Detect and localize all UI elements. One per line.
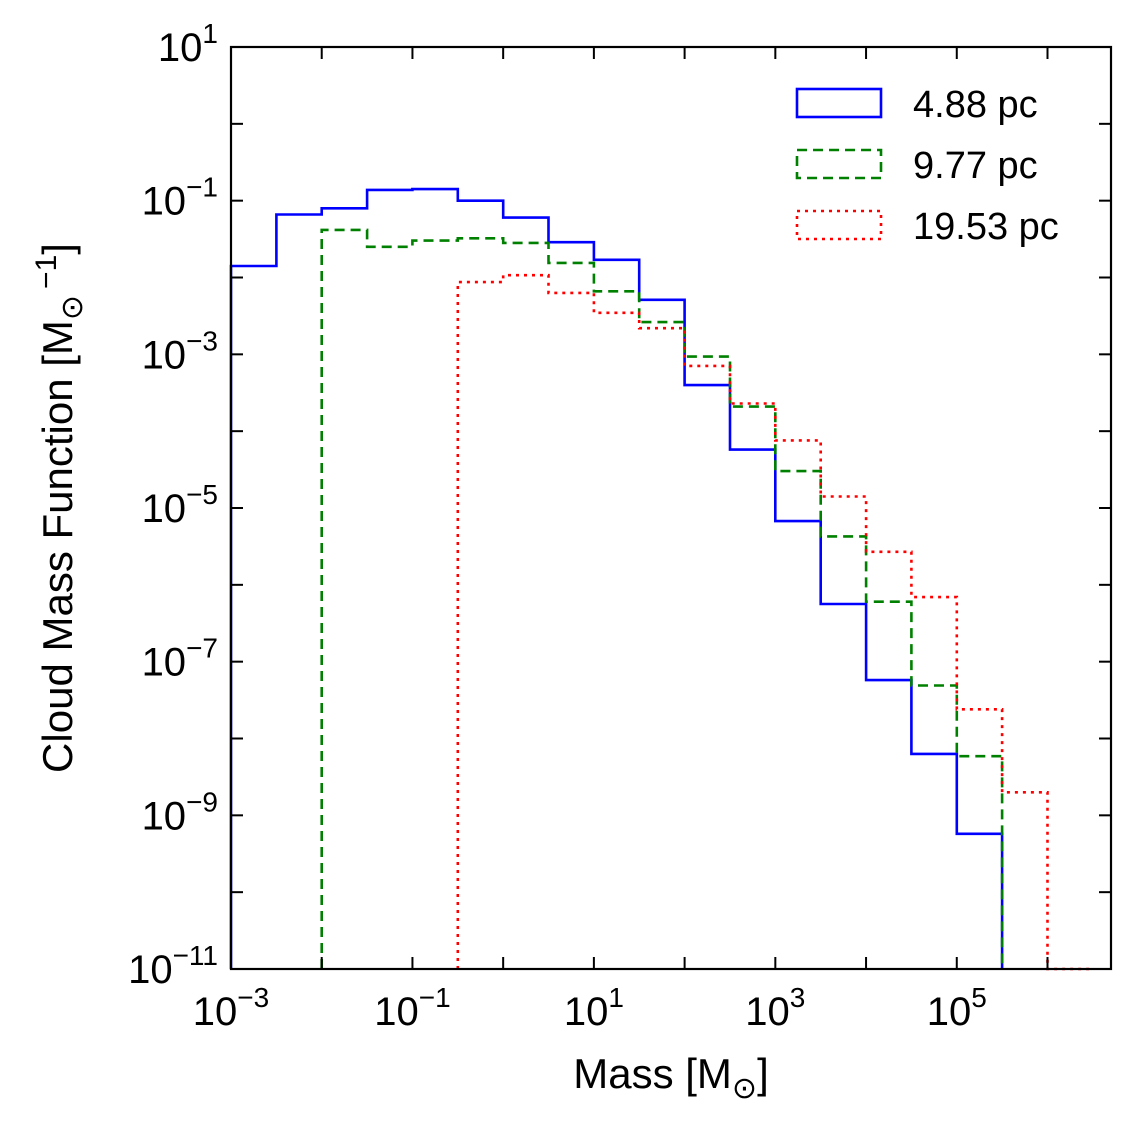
x-tick-label: 105 [927,982,987,1034]
series-19.53-pc [456,273,1093,971]
x-axis-label: Mass [M⊙] [573,1050,768,1105]
x-tick-label: 10−1 [374,982,450,1034]
legend-entry: 19.53 pc [795,206,1059,248]
legend-entry: 4.88 pc [795,84,1038,126]
y-tick-label: 10−11 [128,940,218,992]
legend-label: 4.88 pc [913,84,1038,126]
series-9.77-pc [320,228,1004,969]
series-layer [229,187,1093,971]
y-tick-label: 10−7 [142,633,218,685]
legend-label: 9.77 pc [913,145,1038,187]
legend: 4.88 pc 9.77 pc 19.53 pc [795,84,1059,248]
sun-symbol: ⊙ [732,1072,757,1105]
y-tick-label: 101 [158,18,218,70]
y-tick-label: 10−5 [142,479,218,531]
x-tick-label: 101 [564,982,624,1034]
legend-swatch-19.53-pc [795,209,883,241]
legend-entry: 9.77 pc [795,145,1038,187]
y-tick-label: 10−1 [142,172,218,224]
plot-frame [229,45,1113,971]
legend-label: 19.53 pc [913,206,1059,248]
series-4.88-pc [229,187,1004,969]
x-tick-label: 10−3 [193,982,269,1034]
y-tick-label: 10−3 [142,325,218,377]
x-tick-label: 103 [745,982,805,1034]
legend-swatch-9.77-pc [795,148,883,180]
legend-swatch-4.88-pc [795,87,883,119]
y-axis-label: Cloud Mass Function [M⊙−1] [30,243,89,773]
y-tick-label: 10−9 [142,786,218,838]
sun-symbol: ⊙ [56,295,89,320]
tick-label-layer: 10−3 10−1 101 103 105 10−11 10−9 10−7 10−5 10−3 10… [128,18,987,1034]
